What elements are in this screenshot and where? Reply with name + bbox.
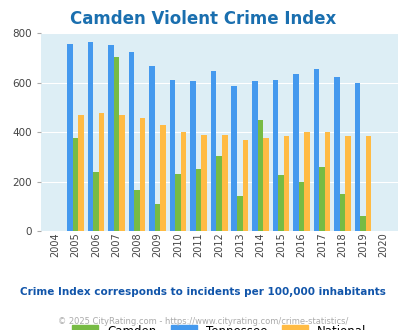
Bar xyxy=(181,132,186,231)
Bar xyxy=(365,136,371,231)
Bar xyxy=(318,167,324,231)
Bar xyxy=(222,135,227,231)
Bar xyxy=(196,169,201,231)
Bar xyxy=(359,216,365,231)
Bar xyxy=(272,80,277,231)
Bar xyxy=(201,135,207,231)
Bar xyxy=(113,56,119,231)
Bar xyxy=(72,138,78,231)
Bar xyxy=(313,69,318,231)
Legend: Camden, Tennessee, National: Camden, Tennessee, National xyxy=(67,320,371,330)
Bar xyxy=(67,44,72,231)
Bar xyxy=(175,174,181,231)
Bar xyxy=(344,136,350,231)
Bar xyxy=(303,132,309,231)
Bar xyxy=(216,155,222,231)
Bar xyxy=(93,172,98,231)
Bar xyxy=(354,82,359,231)
Bar xyxy=(108,46,113,231)
Bar xyxy=(231,86,237,231)
Bar xyxy=(140,118,145,231)
Bar xyxy=(339,194,344,231)
Bar xyxy=(277,175,283,231)
Bar xyxy=(98,114,104,231)
Text: Camden Violent Crime Index: Camden Violent Crime Index xyxy=(70,10,335,28)
Bar xyxy=(283,136,288,231)
Bar xyxy=(190,81,196,231)
Bar xyxy=(237,196,242,231)
Bar xyxy=(257,120,262,231)
Text: Crime Index corresponds to incidents per 100,000 inhabitants: Crime Index corresponds to incidents per… xyxy=(20,287,385,297)
Bar xyxy=(169,80,175,231)
Bar xyxy=(149,66,154,231)
Bar xyxy=(154,204,160,231)
Bar xyxy=(119,115,125,231)
Bar xyxy=(78,115,83,231)
Bar xyxy=(134,190,140,231)
Bar xyxy=(292,74,298,231)
Bar xyxy=(211,71,216,231)
Bar xyxy=(87,42,93,231)
Bar xyxy=(262,138,268,231)
Bar xyxy=(160,125,166,231)
Text: © 2025 CityRating.com - https://www.cityrating.com/crime-statistics/: © 2025 CityRating.com - https://www.city… xyxy=(58,317,347,326)
Bar xyxy=(298,182,303,231)
Bar xyxy=(324,132,329,231)
Bar xyxy=(333,77,339,231)
Bar xyxy=(128,52,134,231)
Bar xyxy=(242,140,247,231)
Bar xyxy=(252,81,257,231)
